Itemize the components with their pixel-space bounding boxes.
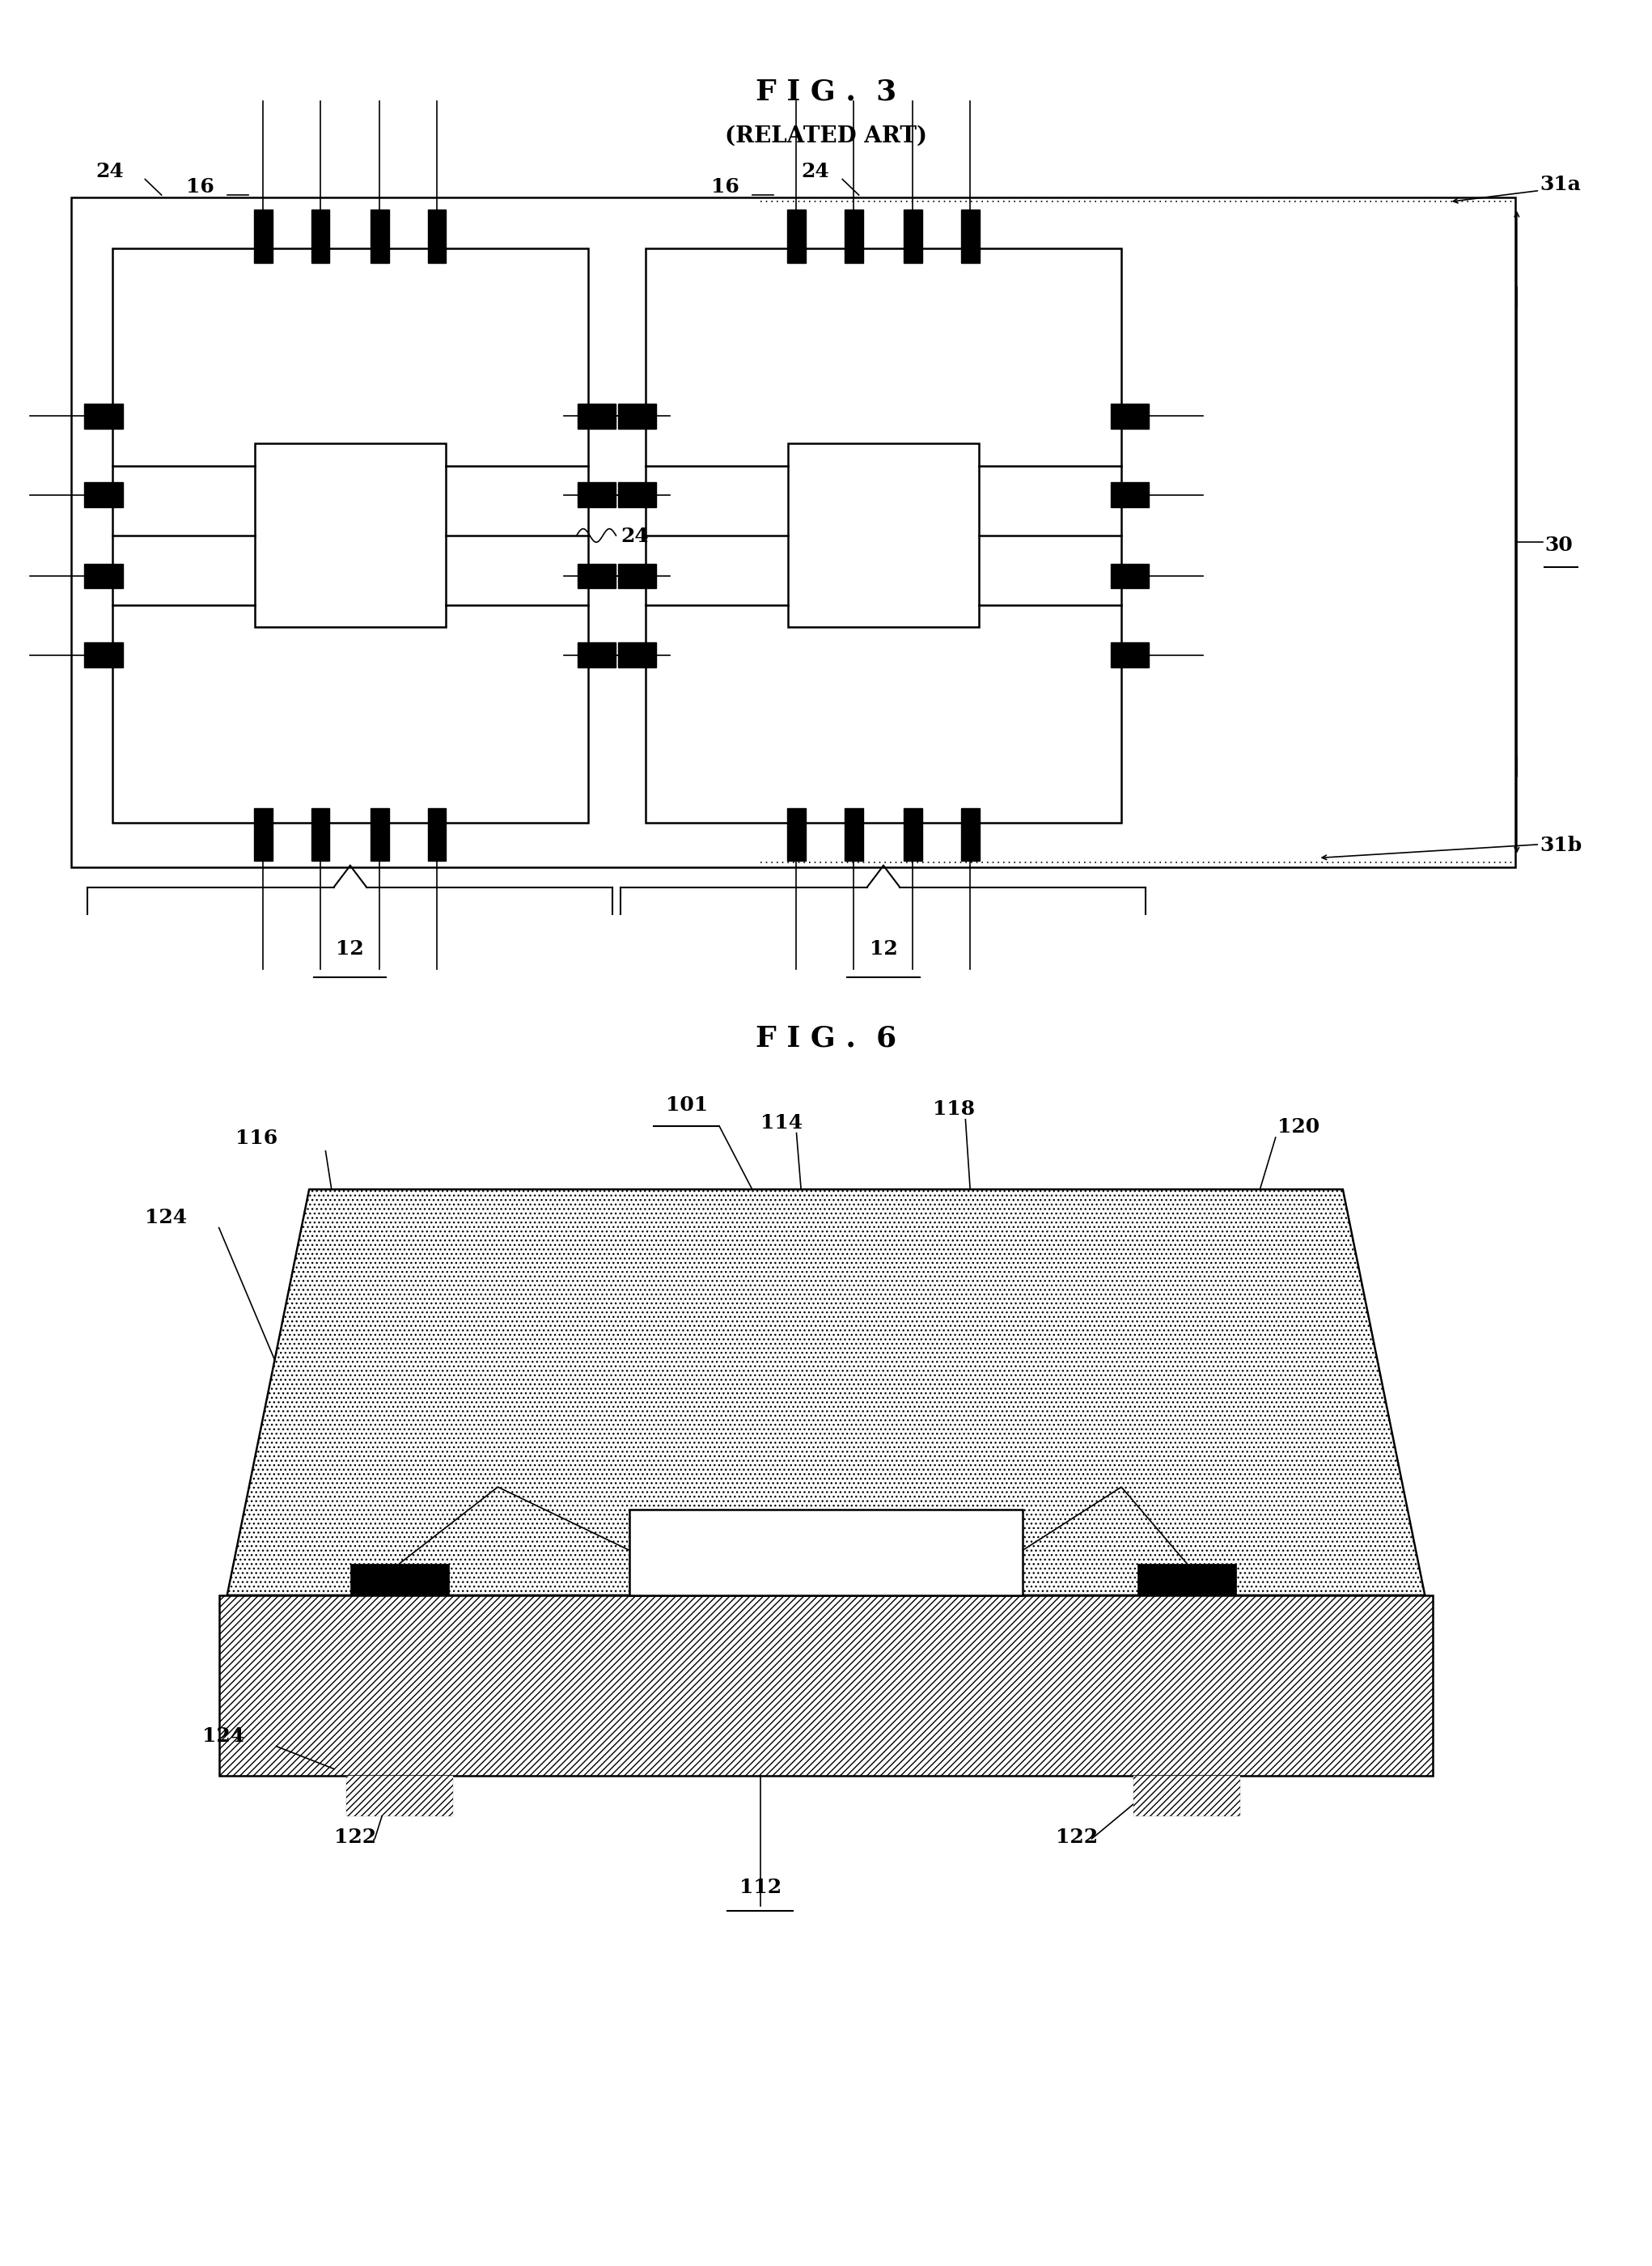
Text: 30: 30 (1545, 535, 1573, 555)
Text: 24: 24 (96, 161, 124, 181)
Bar (618, 483, 656, 508)
Bar (312, 809, 330, 861)
Polygon shape (226, 1190, 1426, 1595)
Bar (618, 403, 656, 428)
Text: 112: 112 (740, 1879, 781, 1897)
Text: 12: 12 (335, 940, 363, 959)
Bar (350, 1564, 449, 1595)
Text: 31a: 31a (1540, 174, 1581, 195)
Bar (578, 403, 616, 428)
Bar (1110, 403, 1150, 428)
Bar (370, 809, 388, 861)
Text: 116: 116 (235, 1128, 278, 1149)
Bar (370, 211, 388, 263)
Polygon shape (254, 444, 446, 628)
Bar (1138, 1564, 1236, 1595)
Bar (428, 809, 446, 861)
Text: 122: 122 (334, 1829, 377, 1847)
Text: 118: 118 (933, 1099, 975, 1119)
Text: 24: 24 (801, 161, 829, 181)
Text: 120: 120 (1277, 1117, 1320, 1138)
Text: 12: 12 (869, 940, 897, 959)
Bar (618, 644, 656, 668)
Bar (84, 403, 122, 428)
Bar (1110, 644, 1150, 668)
Text: 31b: 31b (1540, 836, 1583, 854)
Bar (84, 644, 122, 668)
Text: F I G .  3: F I G . 3 (755, 77, 897, 104)
Bar (1110, 564, 1150, 589)
Text: 24: 24 (621, 528, 649, 546)
Bar (844, 809, 862, 861)
Bar (220, 1595, 1432, 1777)
Text: 124: 124 (203, 1727, 244, 1745)
Bar (629, 1509, 1023, 1595)
Bar (904, 809, 922, 861)
Polygon shape (788, 444, 980, 628)
Bar (578, 644, 616, 668)
Bar (254, 211, 273, 263)
Bar (84, 483, 122, 508)
Bar (428, 211, 446, 263)
Text: 124: 124 (145, 1208, 187, 1228)
Text: (RELATED ART): (RELATED ART) (725, 125, 927, 147)
Bar (904, 211, 922, 263)
Bar (220, 1595, 1432, 1777)
Text: 114: 114 (760, 1113, 803, 1133)
Text: 16: 16 (710, 177, 738, 197)
Bar (788, 211, 806, 263)
Bar (844, 211, 862, 263)
Bar (578, 564, 616, 589)
Text: 122: 122 (1056, 1829, 1099, 1847)
Text: 116: 116 (1260, 1378, 1303, 1396)
Bar (788, 809, 806, 861)
Bar (84, 564, 122, 589)
Text: 16: 16 (187, 177, 215, 197)
Bar (312, 211, 330, 263)
Bar (254, 809, 273, 861)
Text: 101: 101 (666, 1094, 707, 1115)
Bar (961, 211, 980, 263)
Bar (618, 564, 656, 589)
Bar (578, 483, 616, 508)
Bar (1133, 1777, 1241, 1815)
Bar (1110, 483, 1150, 508)
Bar (345, 1777, 453, 1815)
Text: F I G .  6: F I G . 6 (755, 1024, 897, 1051)
Bar (961, 809, 980, 861)
